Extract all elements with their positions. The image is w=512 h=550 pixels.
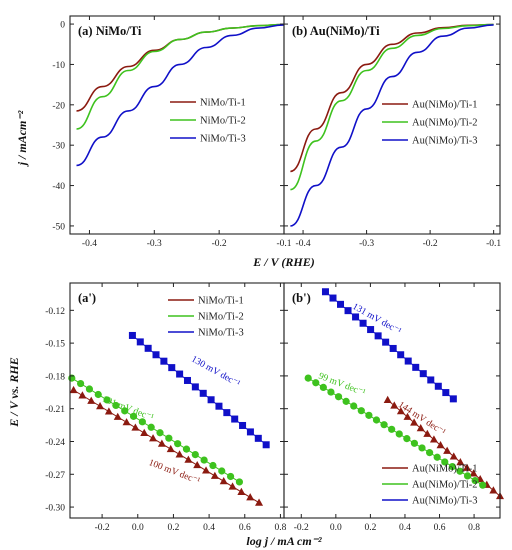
fit-line-2	[307, 377, 483, 486]
plot-frame	[283, 15, 501, 235]
y-tick-label: -0.21	[45, 405, 65, 415]
x-tick-label: -0.1	[276, 239, 291, 249]
y-tick-label: -0.24	[45, 438, 65, 448]
y-tick-label: -10	[52, 61, 65, 71]
x-tick-label: 0.2	[364, 523, 376, 533]
y-tick-label: -0.12	[45, 307, 65, 317]
panel-title: (a) NiMo/Ti	[78, 24, 142, 38]
fit-line-1	[387, 399, 501, 497]
fit-line-3	[132, 335, 267, 446]
series-line-1	[290, 23, 494, 173]
bottom-x-axis-label: log j / mA cm⁻²	[246, 534, 322, 548]
x-tick-label: 0.6	[434, 523, 446, 533]
legend-label: Au(NiMo)/Ti-1	[412, 464, 478, 475]
x-tick-label: 0.4	[399, 523, 411, 533]
legend-label: NiMo/Ti-2	[198, 312, 244, 323]
legend-label: Au(NiMo)/Ti-2	[412, 480, 478, 491]
panels: -0.4 -0.3 -0.2 -0.1 0 -10 -20 -30 -40 -50 (a) NiMo…	[45, 15, 504, 533]
y-tick-label: -0.18	[45, 372, 65, 382]
x-tick-label: -0.3	[359, 239, 374, 249]
panel-2: -0.4 -0.3 -0.2 -0.1 (b) Au(NiMo)/Ti Au(NiMo)/…	[283, 15, 501, 249]
x-tick-label: 0.4	[203, 523, 215, 533]
legend-label: Au(NiMo)/Ti-3	[412, 136, 478, 147]
plot-frame	[69, 15, 285, 235]
x-tick-label: -0.4	[82, 239, 97, 249]
legend-label: Au(NiMo)/Ti-3	[412, 496, 478, 507]
legend-label: Au(NiMo)/Ti-2	[412, 118, 478, 129]
x-tick-label: 0.6	[239, 523, 251, 533]
series-line-3	[290, 24, 494, 227]
x-tick-label: 0.8	[468, 523, 480, 533]
bottom-y-axis-label: E / V vs. RHE	[7, 357, 21, 427]
y-tick-label: -50	[52, 222, 65, 232]
x-tick-label: -0.2	[423, 239, 438, 249]
x-tick-label: -0.2	[212, 239, 227, 249]
top-y-axis-label: j / mAcm⁻²	[15, 110, 29, 167]
legend-label: Au(NiMo)/Ti-1	[412, 100, 478, 111]
fit-line-1	[73, 389, 260, 504]
y-tick-label: -0.27	[45, 471, 65, 481]
y-tick-label: -40	[52, 182, 65, 192]
legend-label: NiMo/Ti-1	[198, 296, 244, 307]
x-tick-label: -0.1	[486, 239, 501, 249]
series-line-3	[76, 24, 285, 167]
x-tick-label: 0.8	[274, 523, 286, 533]
panel-1: -0.4 -0.3 -0.2 -0.1 0 -10 -20 -30 -40 -50 (a) NiMo…	[52, 15, 292, 249]
series-line-2	[290, 23, 494, 191]
x-tick-label: 0.0	[132, 523, 144, 533]
x-tick-label: -0.2	[294, 523, 309, 533]
panel-title: (b')	[292, 291, 311, 305]
y-tick-label: -30	[52, 142, 65, 152]
fit-line-3	[325, 291, 454, 400]
series-line-2	[76, 23, 285, 130]
legend-label: NiMo/Ti-2	[200, 116, 246, 127]
x-tick-label: -0.4	[296, 239, 311, 249]
x-tick-label: -0.2	[95, 523, 110, 533]
x-tick-label: -0.3	[147, 239, 162, 249]
panel-title: (a')	[78, 291, 96, 305]
data-point-triangle	[255, 498, 264, 506]
panel-title: (b) Au(NiMo)/Ti	[292, 24, 380, 38]
x-tick-label: 0.0	[330, 523, 342, 533]
fit-line-2	[71, 377, 240, 483]
y-tick-label: 0	[60, 21, 65, 31]
slope-annotation-3: 144 mV dec⁻¹	[396, 400, 447, 438]
y-tick-label: -0.30	[45, 504, 65, 514]
y-tick-label: -20	[52, 101, 65, 111]
y-tick-label: -0.15	[45, 340, 65, 350]
plot-frame	[283, 282, 501, 519]
x-tick-label: 0.2	[167, 523, 179, 533]
legend-label: NiMo/Ti-3	[198, 328, 244, 339]
legend-label: NiMo/Ti-3	[200, 134, 246, 145]
legend-label: NiMo/Ti-1	[200, 98, 246, 109]
top-x-axis-label: E / V (RHE)	[252, 255, 314, 269]
